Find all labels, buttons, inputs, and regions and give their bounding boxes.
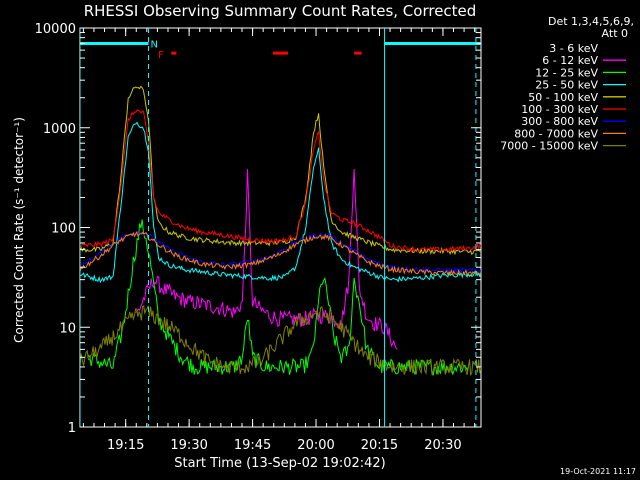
x-tick-label: 19:45 bbox=[234, 438, 271, 453]
series-line-7000-15000-kev bbox=[80, 305, 481, 377]
y-tick-label: 100 bbox=[51, 222, 76, 237]
series-line-6-12-kev bbox=[135, 169, 398, 350]
series-line-800-7000-kev bbox=[80, 230, 481, 277]
plot-inner: NF bbox=[80, 28, 481, 427]
footer-date: 19-Oct-2021 11:17 bbox=[560, 467, 636, 476]
legend-label: 50 - 100 keV bbox=[528, 91, 598, 104]
annotation-f: F bbox=[158, 50, 164, 61]
chart-title: RHESSI Observing Summary Count Rates, Co… bbox=[84, 2, 477, 20]
series-line-300-800-kev bbox=[80, 231, 481, 275]
x-tick-label: 20:00 bbox=[297, 438, 334, 453]
x-tick-label: 20:30 bbox=[424, 438, 461, 453]
y-tick-label: 10 bbox=[59, 321, 76, 336]
legend-label: 300 - 800 keV bbox=[521, 115, 598, 128]
y-axis-label: Corrected Count Rate (s⁻¹ detector⁻¹) bbox=[12, 117, 26, 343]
series-line-25-50-kev bbox=[80, 121, 481, 284]
legend-label: 6 - 12 keV bbox=[542, 54, 598, 67]
series-line-12-25-kev bbox=[87, 219, 469, 376]
x-axis-label: Start Time (13-Sep-02 19:02:42) bbox=[174, 456, 385, 471]
plot-area: NF bbox=[80, 28, 481, 427]
y-tick-label: 10000 bbox=[35, 22, 76, 37]
legend-label: 800 - 7000 keV bbox=[514, 127, 598, 140]
y-tick-label: 1000 bbox=[43, 122, 76, 137]
legend-label: 100 - 300 keV bbox=[521, 103, 598, 116]
y-tick-label: 1 bbox=[68, 421, 76, 436]
legend-label: 12 - 25 keV bbox=[535, 66, 598, 79]
legend-label: 7000 - 15000 keV bbox=[500, 140, 598, 153]
series-line-3-6-kev bbox=[135, 254, 378, 328]
legend-subheader: Att 0 bbox=[602, 27, 628, 40]
legend-header: Det 1,3,4,5,6,9, bbox=[548, 15, 634, 28]
axes: 1 10 100 1000 10000 19:15 19:30 19:45 20:00 20:15… bbox=[35, 22, 481, 453]
annotation-n: N bbox=[151, 39, 158, 50]
x-tick-label: 19:15 bbox=[107, 438, 144, 453]
x-tick-label: 20:15 bbox=[361, 438, 398, 453]
series-line-100-300-kev bbox=[80, 109, 481, 253]
legend-label: 3 - 6 keV bbox=[549, 42, 598, 55]
x-tick-label: 19:30 bbox=[170, 438, 207, 453]
legend-label: 25 - 50 keV bbox=[535, 79, 598, 92]
